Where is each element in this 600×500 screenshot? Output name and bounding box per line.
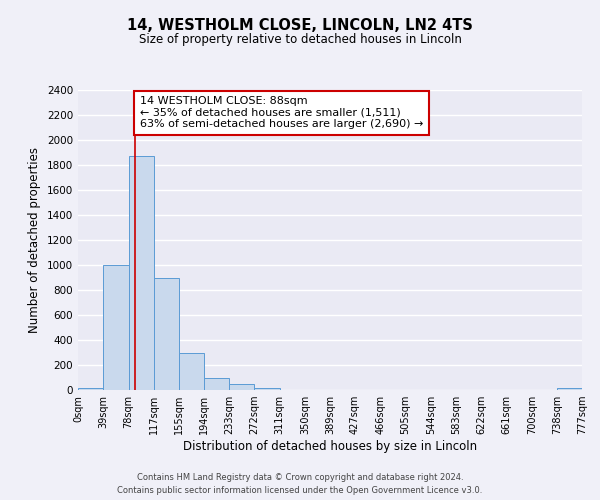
Text: Size of property relative to detached houses in Lincoln: Size of property relative to detached ho…	[139, 32, 461, 46]
Bar	[229, 384, 254, 390]
Bar	[128, 156, 154, 390]
Text: Contains public sector information licensed under the Open Government Licence v3: Contains public sector information licen…	[118, 486, 482, 495]
Bar	[154, 278, 179, 390]
Text: 14, WESTHOLM CLOSE, LINCOLN, LN2 4TS: 14, WESTHOLM CLOSE, LINCOLN, LN2 4TS	[127, 18, 473, 32]
Text: 14 WESTHOLM CLOSE: 88sqm
← 35% of detached houses are smaller (1,511)
63% of sem: 14 WESTHOLM CLOSE: 88sqm ← 35% of detach…	[140, 96, 423, 130]
Text: Contains HM Land Registry data © Crown copyright and database right 2024.: Contains HM Land Registry data © Crown c…	[137, 472, 463, 482]
Y-axis label: Number of detached properties: Number of detached properties	[28, 147, 41, 333]
Bar	[254, 388, 280, 390]
Bar	[78, 388, 103, 390]
Bar	[179, 352, 204, 390]
Bar	[103, 265, 128, 390]
X-axis label: Distribution of detached houses by size in Lincoln: Distribution of detached houses by size …	[183, 440, 477, 453]
Bar	[557, 388, 582, 390]
Bar	[204, 378, 229, 390]
